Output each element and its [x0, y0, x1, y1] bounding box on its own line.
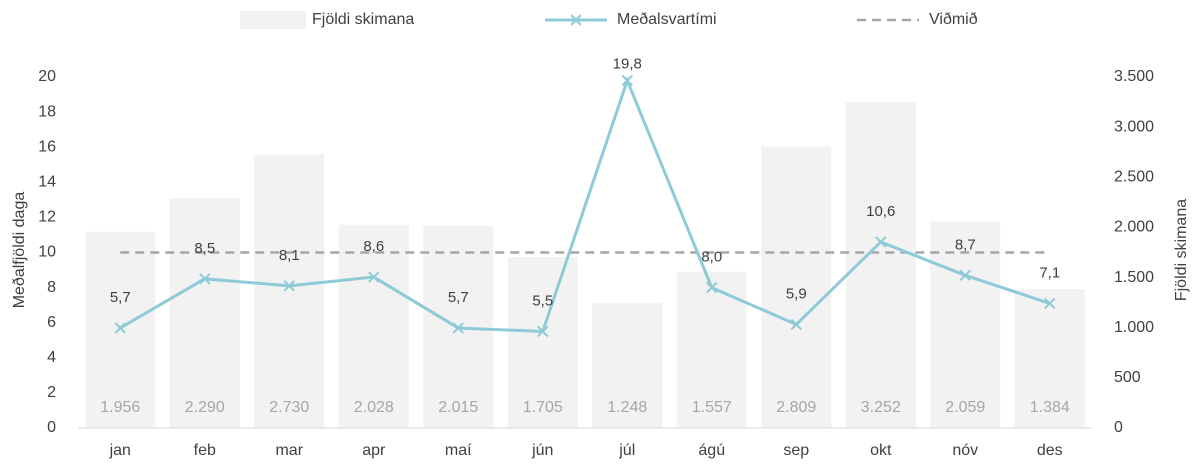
x-tick-label: nóv — [952, 442, 978, 459]
marker — [199, 273, 211, 285]
y-tick-label: 0 — [47, 419, 56, 436]
marker — [790, 318, 802, 331]
marker — [959, 269, 971, 282]
marker — [537, 325, 549, 338]
y-tick-label: 16 — [38, 138, 56, 155]
line-value-label: 8,0 — [701, 249, 722, 266]
marker — [875, 236, 887, 248]
y2-tick-label: 0 — [1114, 419, 1123, 436]
line-value-label: 5,5 — [532, 292, 553, 309]
y-tick-label: 10 — [38, 244, 56, 261]
line-value-label: 10,6 — [866, 203, 895, 220]
bar-value-label: 2.290 — [185, 399, 225, 416]
bar — [169, 198, 240, 428]
bar-value-label: 2.809 — [776, 399, 816, 416]
bar-value-label: 2.015 — [438, 399, 478, 416]
line-value-label: 5,7 — [448, 289, 469, 306]
marker — [706, 281, 718, 294]
marker — [452, 322, 464, 334]
bar — [254, 154, 325, 428]
marker — [621, 74, 633, 87]
y-tick-label: 18 — [38, 103, 56, 120]
x-tick-label: ágú — [698, 442, 725, 459]
bar — [1014, 289, 1085, 428]
bar-value-label: 2.730 — [269, 399, 309, 416]
legend-label: Viðmið — [929, 11, 978, 28]
y-tick-label: 2 — [47, 384, 56, 401]
bar — [592, 302, 663, 428]
y-tick-label: 12 — [38, 209, 56, 226]
bar-value-label: 3.252 — [861, 399, 901, 416]
bar-value-label: 1.384 — [1030, 399, 1070, 416]
bar-value-label: 2.059 — [945, 399, 985, 416]
bar — [930, 221, 1001, 428]
marker — [1044, 297, 1056, 310]
legend-swatch — [240, 11, 306, 29]
legend-label: Meðalsvartími — [617, 11, 717, 28]
x-tick-label: sep — [783, 442, 809, 459]
bar-value-label: 2.028 — [354, 399, 394, 416]
line-value-label: 7,1 — [1039, 264, 1060, 281]
line-value-label: 8,7 — [955, 236, 976, 253]
bar-value-label: 1.705 — [523, 399, 563, 416]
x-tick-label: feb — [194, 442, 216, 459]
y2-tick-label: 1.500 — [1114, 269, 1154, 286]
line — [119, 76, 1051, 334]
x-tick-label: maí — [445, 442, 472, 459]
bar — [338, 224, 409, 428]
line-value-label: 5,9 — [786, 285, 807, 302]
y-tick-label: 6 — [47, 314, 56, 331]
y-tick-label: 20 — [38, 68, 56, 85]
marker — [114, 322, 126, 334]
y2-tick-label: 3.500 — [1114, 68, 1154, 85]
bar-value-label: 1.557 — [692, 399, 732, 416]
y2-tick-label: 1.000 — [1114, 319, 1154, 336]
x-tick-label: jan — [109, 442, 131, 459]
bar — [761, 146, 832, 428]
line-value-label: 8,5 — [194, 240, 215, 257]
marker — [283, 280, 295, 292]
x-tick-label: des — [1037, 442, 1063, 459]
y-tick-label: 4 — [47, 349, 56, 366]
x-tick-label: okt — [870, 442, 892, 459]
x-tick-label: apr — [362, 442, 386, 459]
line-value-label: 8,1 — [279, 247, 300, 264]
y-tick-label: 8 — [47, 279, 56, 296]
y-axis-title: Meðalfjöldi daga — [11, 192, 28, 309]
bar — [507, 257, 578, 428]
y2-axis-title: Fjöldi skimana — [1173, 199, 1190, 301]
line-value-label: 8,6 — [363, 238, 384, 255]
x-tick-label: mar — [275, 442, 303, 459]
bar — [85, 231, 156, 428]
bar-value-label: 1.248 — [607, 399, 647, 416]
marker — [368, 271, 380, 283]
y2-tick-label: 500 — [1114, 369, 1141, 386]
line-value-label: 19,8 — [613, 55, 642, 72]
y-tick-label: 14 — [38, 174, 56, 191]
line-value-label: 5,7 — [110, 289, 131, 306]
legend-marker — [570, 14, 582, 26]
x-tick-label: júl — [618, 442, 635, 459]
y2-tick-label: 2.500 — [1114, 169, 1154, 186]
x-tick-label: jún — [531, 442, 553, 459]
legend-label: Fjöldi skimana — [312, 11, 414, 28]
bar-value-label: 1.956 — [100, 399, 140, 416]
y2-tick-label: 3.000 — [1114, 118, 1154, 135]
y2-tick-label: 2.000 — [1114, 219, 1154, 236]
